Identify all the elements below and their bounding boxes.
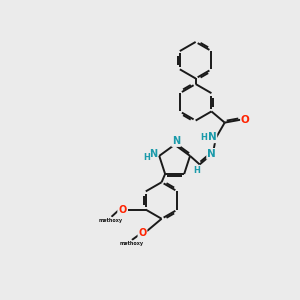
Text: H: H: [200, 133, 207, 142]
Text: N: N: [172, 136, 180, 146]
Text: O: O: [118, 205, 126, 214]
Text: methoxy: methoxy: [120, 241, 144, 246]
Text: N: N: [149, 148, 157, 158]
Text: O: O: [241, 115, 250, 125]
Text: methoxy: methoxy: [99, 218, 123, 223]
Text: H: H: [143, 153, 150, 162]
Text: H: H: [193, 167, 200, 176]
Text: N: N: [208, 132, 216, 142]
Text: O: O: [138, 228, 147, 238]
Text: N: N: [207, 149, 216, 159]
